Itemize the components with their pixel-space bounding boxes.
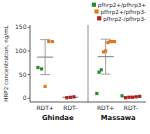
category-label: RDT- bbox=[63, 104, 77, 111]
plot-area bbox=[36, 39, 141, 99]
y-axis-line bbox=[30, 25, 31, 102]
data-point bbox=[40, 67, 43, 70]
group-separator bbox=[88, 25, 89, 102]
data-point bbox=[51, 40, 54, 43]
category-label: RDT- bbox=[124, 104, 138, 111]
data-point bbox=[36, 66, 39, 69]
error-bar bbox=[37, 40, 53, 75]
y-tick-label: 100 bbox=[15, 47, 27, 54]
error-bar bbox=[98, 39, 114, 74]
legend: pfhrp2+/pfhrp3+pfhrp2+/pfhrp3-pfhrp2-/pf… bbox=[92, 2, 147, 23]
error-cap-low bbox=[40, 74, 50, 75]
data-point bbox=[47, 40, 50, 43]
category-label: RDT+ bbox=[36, 104, 53, 111]
legend-swatch bbox=[92, 3, 96, 7]
data-point bbox=[138, 95, 141, 98]
data-point bbox=[104, 49, 107, 52]
data-point bbox=[124, 96, 127, 99]
error-bar bbox=[62, 96, 78, 98]
data-point bbox=[113, 40, 116, 43]
group-label: Massawa bbox=[101, 114, 136, 122]
data-point bbox=[100, 68, 103, 71]
error-cap-low bbox=[101, 74, 111, 75]
y-tick-label: 50 bbox=[19, 71, 27, 78]
group-label: Ghindae bbox=[42, 114, 74, 122]
y-axis-label: HRP2 concentration, ng/mL bbox=[3, 24, 10, 102]
legend-label: pfhrp2-/pfhrp3- bbox=[103, 16, 146, 23]
legend-swatch bbox=[94, 9, 98, 13]
mean-line bbox=[98, 56, 114, 57]
y-tick bbox=[28, 50, 31, 51]
error-cap-high bbox=[101, 39, 111, 40]
data-point bbox=[128, 96, 131, 99]
y-tick bbox=[28, 98, 31, 99]
data-point bbox=[65, 96, 68, 99]
x-axis-line bbox=[30, 102, 146, 103]
data-point bbox=[131, 96, 134, 99]
y-tick bbox=[28, 74, 31, 75]
chart: 0 50 100 150 HRP2 concentration, ng/mL RDT+ RD… bbox=[0, 0, 150, 134]
legend-swatch bbox=[97, 16, 101, 20]
y-tick bbox=[28, 27, 31, 28]
mean-line bbox=[37, 57, 53, 58]
y-tick-label: 0 bbox=[23, 94, 27, 101]
data-point bbox=[135, 95, 138, 98]
category-label: RDT+ bbox=[97, 104, 114, 111]
data-point bbox=[72, 95, 75, 98]
data-point bbox=[120, 94, 123, 97]
data-point bbox=[44, 85, 47, 88]
data-point bbox=[69, 96, 72, 99]
y-tick-label: 150 bbox=[15, 23, 27, 30]
data-point bbox=[95, 92, 98, 95]
